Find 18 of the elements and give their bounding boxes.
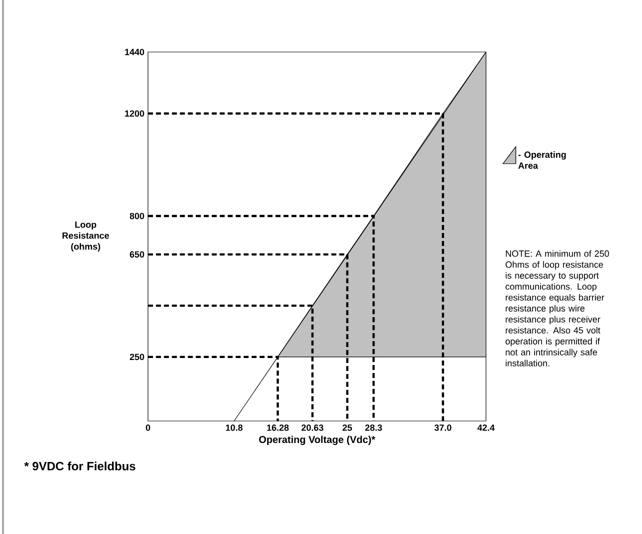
y-tick-label: 650 <box>130 251 144 258</box>
legend-label: - Operating Area <box>518 151 566 169</box>
text: NOTE: A minimum of 250 Ohms of loop resistance is necessary to support communications. Loop resistance equals barrier resistance plus wire resistance plus receiver resistance. Also 45 volt operation is permitted if not an intrinsically safe installation. <box>506 250 609 366</box>
x-tick-label: 10.8 <box>226 424 243 431</box>
y-tick-label: 800 <box>130 212 144 220</box>
x-tick-label: 16.28 <box>267 424 289 431</box>
x-tick-label: 42.4 <box>477 424 495 431</box>
x-tick-label: 20.63 <box>302 424 324 431</box>
y-tick-label: 1440 <box>125 48 144 56</box>
x-tick-label: 28.3 <box>365 424 382 431</box>
y-tick-label: 1200 <box>125 110 144 117</box>
x-tick-label: 25 <box>342 424 352 431</box>
y-axis-title: Loop Resistance (ohms) <box>62 222 109 252</box>
x-tick-label: 0 <box>146 424 150 431</box>
text: * 9VDC for Fieldbus <box>24 462 136 470</box>
x-tick-label: 37.0 <box>434 424 452 431</box>
y-tick-label: 250 <box>130 354 144 360</box>
x-axis-title: Operating Voltage (Vdc)* <box>259 436 376 446</box>
